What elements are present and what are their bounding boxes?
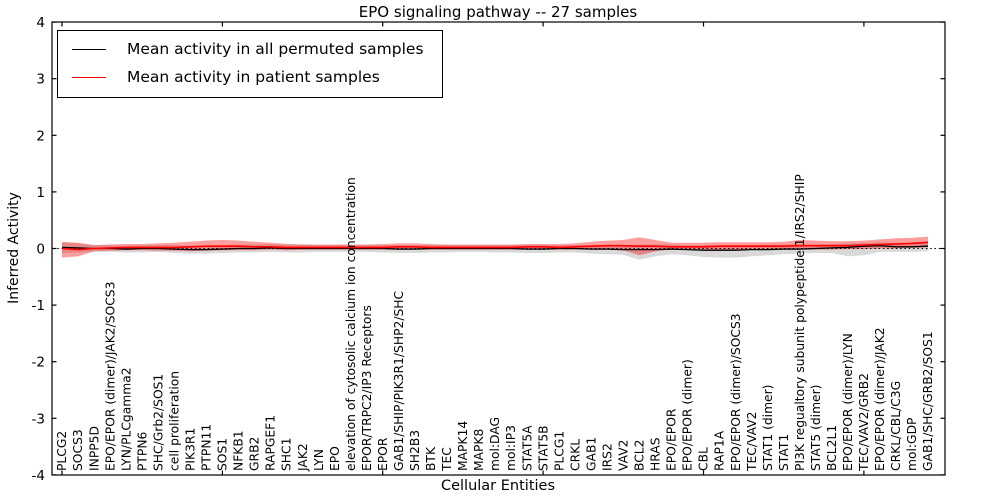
x-tick-label: RAPGEF1 xyxy=(264,415,278,471)
x-tick-label: GRB2 xyxy=(248,437,262,471)
x-tick-label: SHC/Grb2/SOS1 xyxy=(151,374,165,471)
x-tick-label: TEC xyxy=(440,447,454,472)
x-tick-label: EPOR xyxy=(376,437,390,471)
x-tick-label: BTK xyxy=(424,446,438,471)
x-tick-label: EPO/EPOR (dimer)/JAK2/SOCS3 xyxy=(103,282,117,471)
x-tick-label: PLCG2 xyxy=(55,431,69,471)
legend-item-permuted: Mean activity in all permuted samples xyxy=(72,40,424,59)
y-tick-label: 0 xyxy=(36,242,45,258)
y-tick-label: -3 xyxy=(32,411,45,427)
x-tick-label: IRS2 xyxy=(601,443,615,471)
x-tick-label: mol:DAG xyxy=(488,417,502,471)
x-tick-label: TEC/VAV2/GRB2 xyxy=(857,373,871,472)
x-tick-label: JAK2 xyxy=(296,443,310,472)
x-tick-label: BCL2L1 xyxy=(825,425,839,471)
x-tick-label: PLCG1 xyxy=(552,431,566,471)
y-tick-label: 2 xyxy=(36,128,45,144)
x-tick-label: PI3K regualtory subunit polypeptide 1/IR… xyxy=(793,174,807,471)
x-tick-label: EPO/EPOR (dimer)/JAK2 xyxy=(873,327,887,471)
x-tick-label: BCL2 xyxy=(633,440,647,471)
x-tick-label: STAT5A xyxy=(520,425,534,471)
x-tick-label: CRKL/CBL/C3G xyxy=(889,381,903,471)
x-tick-label: LYN/PLCgamma2 xyxy=(119,367,133,471)
x-tick-label: LYN xyxy=(312,449,326,471)
permuted-mean-line xyxy=(61,245,929,251)
x-tick-label: INPP5D xyxy=(87,426,101,471)
x-axis-label: Cellular Entities xyxy=(440,478,556,494)
x-tick-label: SOS1 xyxy=(216,438,230,471)
x-tick-label: CRKL xyxy=(568,439,582,471)
x-tick-label: CBL xyxy=(697,447,711,471)
y-tick-label: 1 xyxy=(36,185,45,201)
x-tick-label: RAP1A xyxy=(713,430,727,471)
x-tick-label: cell proliferation xyxy=(168,371,182,471)
y-tick-label: -4 xyxy=(32,468,45,484)
x-tick-label: mol:IP3 xyxy=(504,425,518,471)
x-tick-label: TEC/VAV2 xyxy=(745,412,759,473)
x-tick-label: EPO/EPOR (dimer)/SOCS3 xyxy=(729,313,743,471)
permuted-line-sample-icon xyxy=(72,49,106,51)
x-tick-label: elevation of cytosolic calcium ion conce… xyxy=(344,177,358,471)
x-tick-label: EPO/EPOR xyxy=(665,408,679,471)
x-tick-label: STAT1 xyxy=(777,434,791,471)
x-tick-label: GAB1 xyxy=(584,437,598,471)
legend-label-permuted: Mean activity in all permuted samples xyxy=(127,40,424,58)
x-tick-label: EPO/EPOR (dimer)/LYN xyxy=(841,333,855,471)
x-tick-label: PIK3R1 xyxy=(184,428,198,471)
x-tick-label: STAT5B xyxy=(536,425,550,471)
x-tick-label: HRAS xyxy=(649,437,663,471)
x-tick-label: NFKB1 xyxy=(232,430,246,471)
y-tick-label: 3 xyxy=(36,72,45,88)
y-tick-label: -2 xyxy=(32,355,45,371)
legend-label-patient: Mean activity in patient samples xyxy=(127,67,380,86)
x-tick-label: GAB1/SHIP/PIK3R1/SHP2/SHC xyxy=(392,291,406,471)
x-tick-label: VAV2 xyxy=(617,440,631,472)
x-tick-label: SHC1 xyxy=(280,438,294,471)
x-tick-label: MAPK14 xyxy=(456,421,470,471)
x-tick-label: EPO xyxy=(328,446,342,471)
x-tick-label: mol:GDP xyxy=(905,418,919,471)
chart-title: EPO signaling pathway -- 27 samples xyxy=(358,3,638,21)
y-tick-label: 4 xyxy=(36,15,45,31)
x-tick-label: SH2B3 xyxy=(408,430,422,471)
y-tick-label: -1 xyxy=(32,298,45,314)
x-tick-label: SOCS3 xyxy=(71,429,85,471)
patient-line-sample-icon xyxy=(72,77,106,79)
legend: Mean activity in all permuted samples Me… xyxy=(57,30,443,98)
x-tick-label: MAPK8 xyxy=(472,429,486,471)
x-tick-label: PTPN6 xyxy=(135,431,149,471)
patient-mean-line xyxy=(61,241,929,251)
x-tick-label: EPO/EPOR (dimer) xyxy=(681,359,695,471)
x-tick-label: PTPN11 xyxy=(200,424,214,471)
x-tick-label: EPOR/TRPC2/IP3 Receptors xyxy=(360,305,374,471)
legend-item-patient: Mean activity in patient samples xyxy=(72,67,424,87)
x-tick-label: STAT5 (dimer) xyxy=(809,385,823,471)
x-tick-label: STAT1 (dimer) xyxy=(761,385,775,471)
x-tick-label: GAB1/SHC/GRB2/SOS1 xyxy=(921,331,935,471)
